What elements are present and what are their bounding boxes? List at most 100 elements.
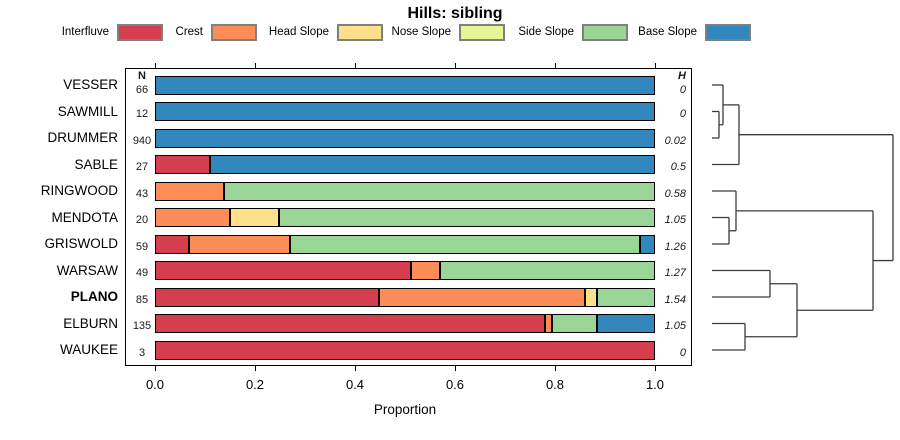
row-label: SABLE [74,156,118,172]
bar [155,234,655,254]
axis-tick [455,63,456,68]
legend-swatch [117,24,163,41]
h-column-header: H [678,70,686,82]
row-label: WARSAW [56,262,118,278]
bar [155,287,655,307]
bar [155,102,655,121]
bar-segment [210,155,655,174]
tick-label: 0.2 [245,377,265,392]
h-value: 1.27 [664,267,686,279]
h-value: 1.26 [664,241,686,253]
bar-segment [585,287,597,307]
bar-segment [440,261,655,280]
bar-segment [596,287,655,307]
bar-segment [279,208,655,227]
legend-label: Crest [175,26,203,38]
axis-tick [355,366,356,371]
n-value: 59 [135,241,149,253]
tick-label: 0.4 [345,377,365,392]
legend-swatch [459,24,505,41]
tick-label: 0.6 [445,377,465,392]
h-value: 0 [679,84,686,96]
axis-tick [555,63,556,68]
legend-swatch [211,24,257,41]
bar-segment [545,314,552,333]
bar-segment [155,75,655,95]
plot-area [125,68,692,366]
bar-segment [155,340,655,360]
legend-label: Base Slope [638,26,697,38]
tick-label: 0.8 [545,377,565,392]
h-value: 0.02 [664,135,686,147]
bar-segment [230,208,279,227]
bar [155,128,655,148]
n-value: 12 [135,108,149,120]
bar [155,261,655,280]
n-value: 66 [135,84,149,96]
legend-label: Interfluve [61,26,109,38]
row-label: DRUMMER [47,130,119,145]
x-axis-title: Proportion [373,402,437,417]
legend-swatch [337,24,383,41]
tick-label: 0.0 [145,377,165,392]
bar-segment [155,234,189,254]
n-value: 85 [135,294,149,306]
row-label: ELBURN [63,315,118,331]
n-column-header: N [138,70,146,82]
legend-label: Side Slope [518,26,574,38]
bar [155,155,655,174]
row-label: PLANO [70,289,118,304]
n-value: 49 [135,267,149,279]
bar-segment [224,181,655,201]
n-value: 940 [132,135,152,147]
legend: Interfluve Crest Head Slope Nose Slope Side … [0,23,900,41]
axis-tick [555,366,556,371]
row-label: VESSER [63,77,118,92]
axis-tick [255,63,256,68]
row-label: MENDOTA [51,209,119,225]
bar-segment [155,287,379,307]
axis-tick [455,366,456,371]
bar-segment [596,314,655,333]
bar-segment [155,314,545,333]
bar-segment [155,128,655,148]
chart-title: Hills: sibling [407,5,503,22]
bar-segment [551,314,597,333]
bar-segment [290,234,640,254]
bar-segment [155,181,224,201]
axis-tick [655,366,656,371]
bar-segment [155,102,655,121]
axis-tick [255,366,256,371]
h-value: 0.58 [664,188,686,200]
axis-tick [655,63,656,68]
legend-swatch [582,24,628,41]
h-value: 1.05 [664,320,686,332]
n-value: 3 [138,347,146,359]
h-value: 1.54 [664,294,686,306]
axis-tick [155,63,156,68]
legend-label: Nose Slope [391,26,451,38]
bar [155,208,655,227]
h-value: 0 [679,108,686,120]
bar [155,314,655,333]
bar [155,181,655,201]
bar-segment [155,208,230,227]
bar-segment [411,261,440,280]
row-label: RINGWOOD [40,183,118,198]
n-value: 27 [135,161,149,173]
row-label: SAWMILL [57,103,118,119]
bar-segment [379,287,585,307]
h-value: 0.5 [670,161,686,173]
h-value: 0 [679,347,686,359]
bar [155,75,655,95]
n-value: 43 [135,188,149,200]
bar-segment [640,234,655,254]
bar-segment [155,261,411,280]
bar-segment [155,155,210,174]
axis-tick [155,366,156,371]
bar [155,340,655,360]
legend-label: Head Slope [268,26,329,38]
n-value: 135 [132,320,152,332]
